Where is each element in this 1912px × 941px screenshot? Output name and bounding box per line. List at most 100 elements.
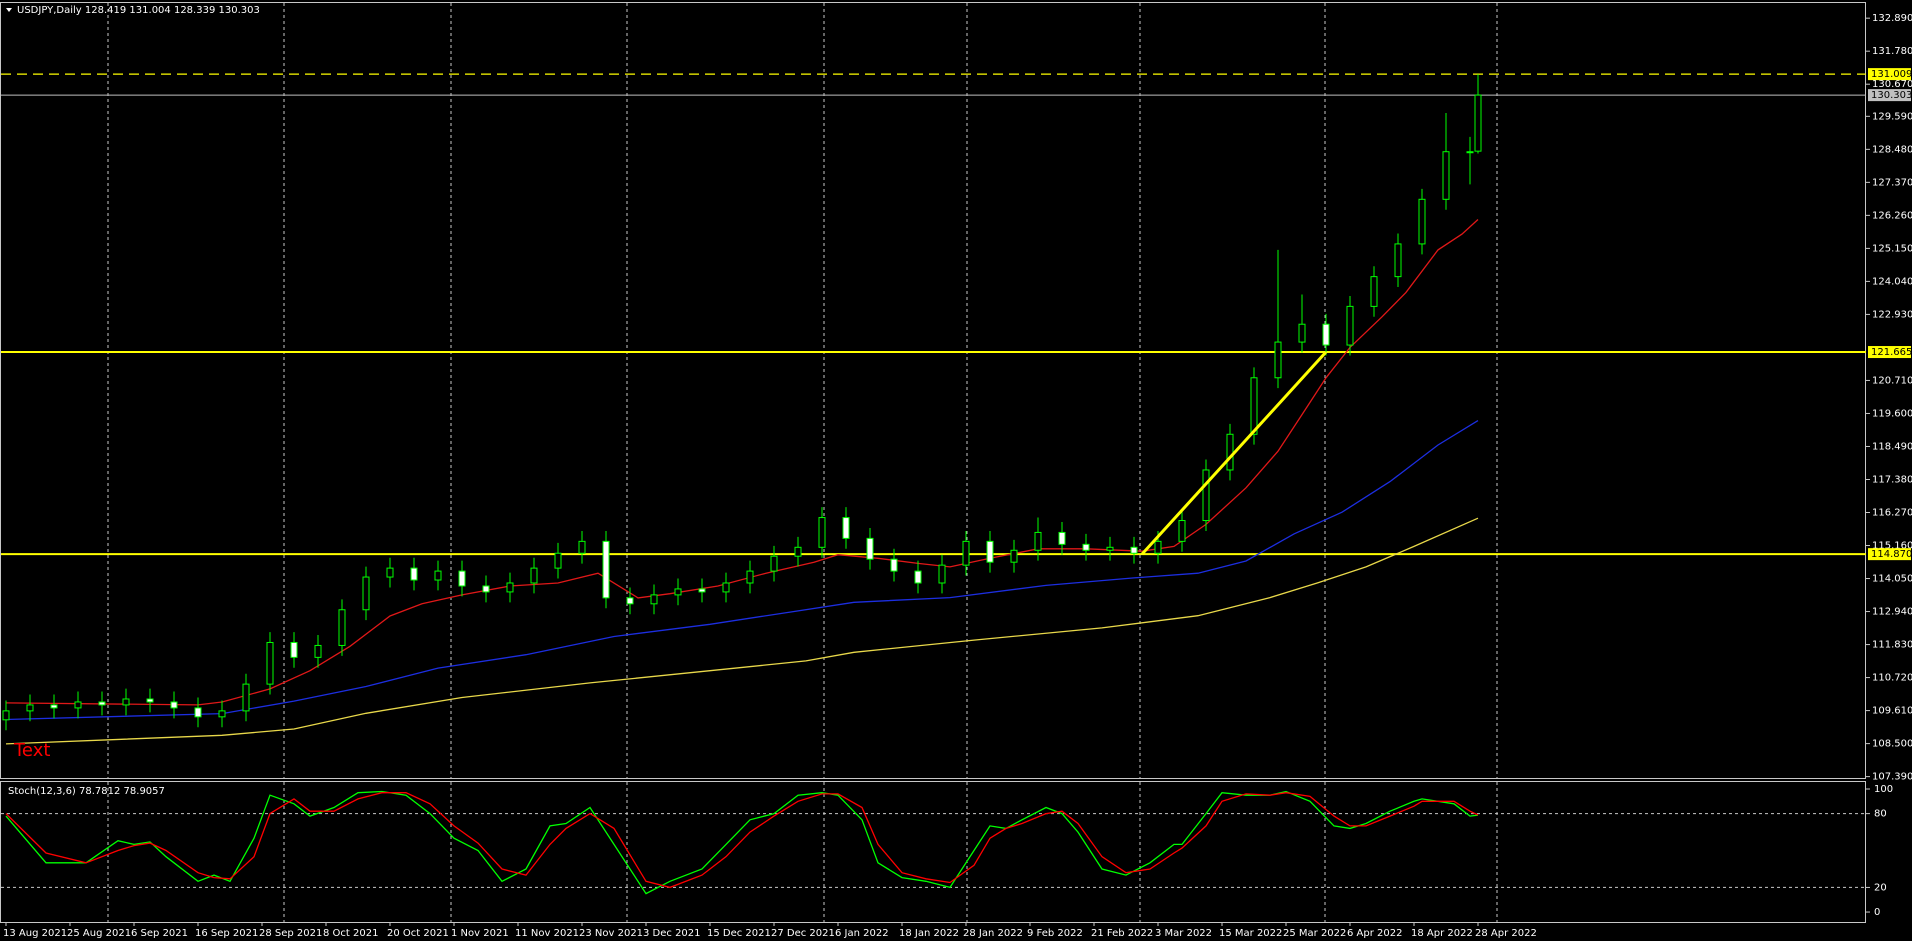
x-tick-label: 3 Dec 2021 [643,928,701,939]
x-tick-label: 18 Apr 2022 [1411,928,1473,939]
candle-body [938,564,946,584]
y-tick-label: 128.480 [1872,144,1912,155]
x-tick-label: 27 Dec 2021 [771,928,835,939]
x-tick-label: 28 Jan 2022 [963,928,1023,939]
candle-body [914,570,922,584]
y-tick-label: 108.500 [1872,739,1912,750]
x-tick-label: 6 Apr 2022 [1347,928,1402,939]
candle-body [266,641,274,685]
y-tick-label: 0 [1874,907,1880,918]
y-tick-label: 119.600 [1872,408,1912,419]
candle-body [1474,94,1482,152]
candle-body [1370,276,1378,307]
stoch-line [5,792,1479,889]
candle-body [98,701,106,706]
candle-body [1322,323,1330,346]
candle-body [1466,151,1474,154]
y-tick-label: 100 [1874,784,1893,795]
candle-body [50,704,58,709]
candle-body [578,540,586,554]
x-tick-label: 18 Jan 2022 [899,928,959,939]
y-tick-label: 122.930 [1872,309,1912,320]
candle-body [530,567,538,584]
candle-body [1346,305,1354,346]
candle-body [698,588,706,593]
x-tick-label: 1 Nov 2021 [451,928,509,939]
x-tick-label: 21 Feb 2022 [1091,928,1153,939]
candle-body [410,567,418,581]
plot-layer: 132.890 131.780 130.670 129.590 128.480 127.3… [1,3,1912,939]
candle-body [2,710,10,721]
y-tick-label: 109.610 [1872,706,1912,717]
price-panel [0,2,1866,779]
candle-body [602,540,610,599]
candle-body [746,570,754,584]
candle-body [482,585,490,593]
moving-average [5,219,1479,706]
y-tick-label: 114.050 [1872,574,1912,585]
price-label: 114.870 [1871,549,1912,560]
y-tick-label: 20 [1874,882,1887,893]
candle-body [1442,151,1450,200]
text-annotation: Text [13,740,50,761]
menu-arrow[interactable] [6,8,12,12]
candle-body [722,582,730,593]
candle-body [1274,341,1282,379]
x-tick-label: 15 Dec 2021 [707,928,771,939]
candle-body [1418,198,1426,245]
candle-body [122,698,130,706]
y-tick-label: 125.150 [1872,243,1912,254]
candle-body [26,704,34,712]
x-tick-label: 16 Sep 2021 [195,928,258,939]
y-tick-label: 129.590 [1872,111,1912,122]
candle-body [290,641,298,658]
stoch-panel [0,781,1866,923]
x-tick-label: 15 Mar 2022 [1219,928,1282,939]
candle-body [1154,540,1162,554]
x-tick-label: 9 Feb 2022 [1027,928,1083,939]
y-tick-label: 118.490 [1872,441,1912,452]
y-tick-label: 124.040 [1872,276,1912,287]
price-label-box [1868,68,1911,81]
price-label-box [1868,346,1911,359]
x-tick-label: 13 Aug 2021 [3,928,67,939]
candle-body [674,588,682,596]
x-tick-label: 25 Mar 2022 [1283,928,1346,939]
candle-body [1394,243,1402,278]
candle-body [626,597,634,605]
candle-body [1178,520,1186,542]
price-label: 121.665 [1871,347,1912,358]
candle-body [1130,546,1138,554]
candle-body [794,546,802,557]
y-tick-label: 110.720 [1872,673,1912,684]
y-tick-label: 127.370 [1872,177,1912,188]
candle-body [338,609,346,646]
candle-body [962,540,970,566]
candle-body [218,710,226,718]
candle-body [170,701,178,709]
candle-body [1298,323,1306,343]
candle-body [986,540,994,563]
x-tick-label: 28 Sep 2021 [259,928,322,939]
candle-body [1250,377,1258,435]
candle-body [146,698,154,703]
candle-body [1226,433,1234,471]
candle-body [554,552,562,569]
y-tick-label: 107.390 [1872,772,1912,783]
candle-body [1034,531,1042,551]
candle-body [818,517,826,548]
x-tick-label: 3 Mar 2022 [1155,928,1212,939]
candle-body [434,570,442,581]
x-tick-label: 20 Oct 2021 [387,928,449,939]
candle-body [242,683,250,712]
candle-body [362,576,370,611]
y-tick-label: 117.380 [1872,474,1912,485]
y-tick-label: 115.160 [1872,541,1912,552]
x-tick-label: 8 Oct 2021 [323,928,378,939]
candle-body [74,701,82,709]
y-tick-label: 116.270 [1872,508,1912,519]
y-tick-label: 126.260 [1872,210,1912,221]
candle-body [842,517,850,539]
candle-body [458,570,466,587]
